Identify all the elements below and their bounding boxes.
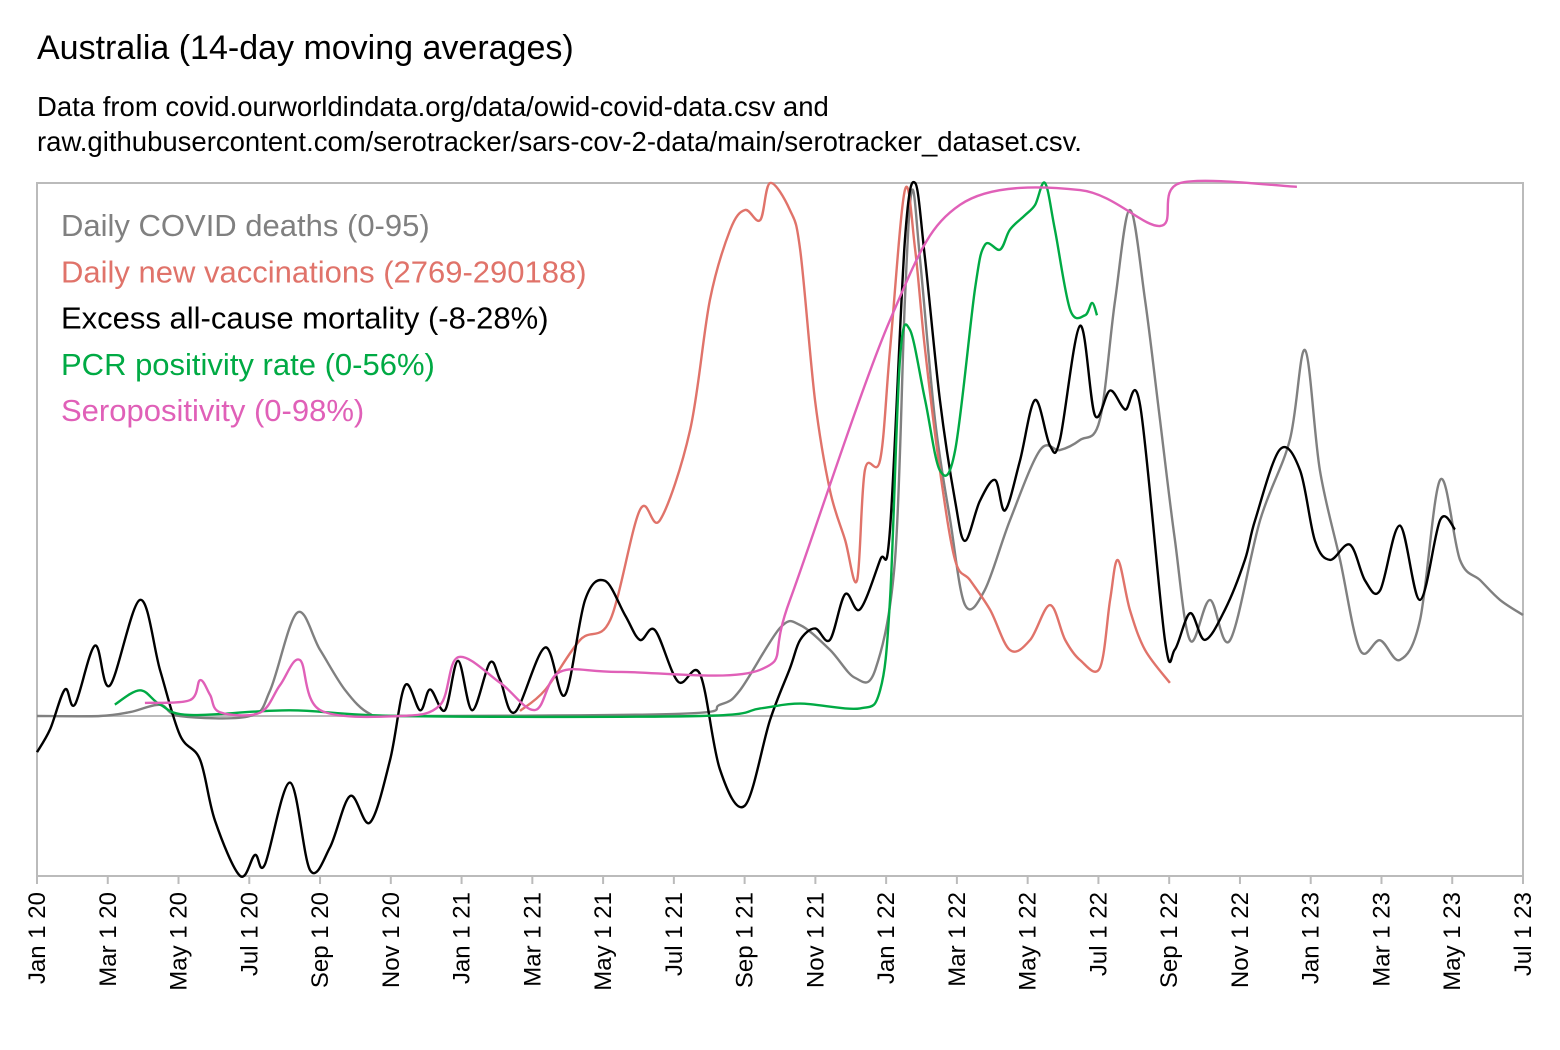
series-line-4: [144, 179, 1297, 719]
x-tick-label: Jul 1 22: [1085, 892, 1112, 976]
x-tick-label: Nov 1 21: [802, 892, 829, 988]
legend-entry: Daily COVID deaths (0-95): [61, 208, 430, 243]
x-tick-label: Jan 1 20: [24, 892, 51, 984]
x-tick-label: Nov 1 22: [1227, 892, 1254, 988]
x-tick-label: Jul 1 21: [661, 892, 688, 976]
legend-entry: Daily new vaccinations (2769-290188): [61, 254, 587, 289]
x-tick-label: May 1 23: [1439, 892, 1466, 991]
x-tick-label: May 1 21: [590, 892, 617, 991]
series-line-3: [114, 181, 1099, 719]
x-tick-label: Nov 1 20: [378, 892, 405, 988]
series-layer: [35, 179, 1524, 878]
chart-title: Australia (14-day moving averages): [37, 29, 574, 67]
x-tick-label: Mar 1 23: [1368, 892, 1395, 987]
x-tick-label: Mar 1 22: [944, 892, 971, 987]
chart-subtitle-line-2: raw.githubusercontent.com/serotracker/sa…: [37, 126, 1082, 157]
x-axis: Jan 1 20 Mar 1 20 May 1 20 Jul 1 20 Sep 1 20…: [24, 876, 1537, 991]
legend: Daily COVID deaths (0-95) Daily new vacci…: [61, 208, 587, 428]
x-tick-label: May 1 20: [166, 892, 193, 991]
chart-subtitle-line-1: Data from covid.ourworldindata.org/data/…: [37, 91, 829, 122]
x-tick-label: Jul 1 23: [1510, 892, 1537, 976]
series-line-2: [35, 181, 1457, 878]
x-tick-label: Jan 1 22: [873, 892, 900, 984]
x-tick-label: Sep 1 22: [1156, 892, 1183, 988]
plot-frame: [36, 182, 1524, 877]
x-tick-label: May 1 22: [1015, 892, 1042, 991]
x-tick-label: Mar 1 21: [519, 892, 546, 987]
legend-entry: Excess all-cause mortality (-8-28%): [61, 301, 549, 336]
x-tick-label: Jul 1 20: [236, 892, 263, 976]
series-line-1: [519, 181, 1171, 712]
legend-entry: PCR positivity rate (0-56%): [61, 347, 435, 382]
x-tick-label: Sep 1 21: [732, 892, 759, 988]
x-tick-label: Jan 1 21: [449, 892, 476, 984]
x-tick-label: Mar 1 20: [95, 892, 122, 987]
legend-entry: Seropositivity (0-98%): [61, 393, 364, 428]
x-tick-label: Jan 1 23: [1298, 892, 1325, 984]
x-tick-label: Sep 1 20: [307, 892, 334, 988]
